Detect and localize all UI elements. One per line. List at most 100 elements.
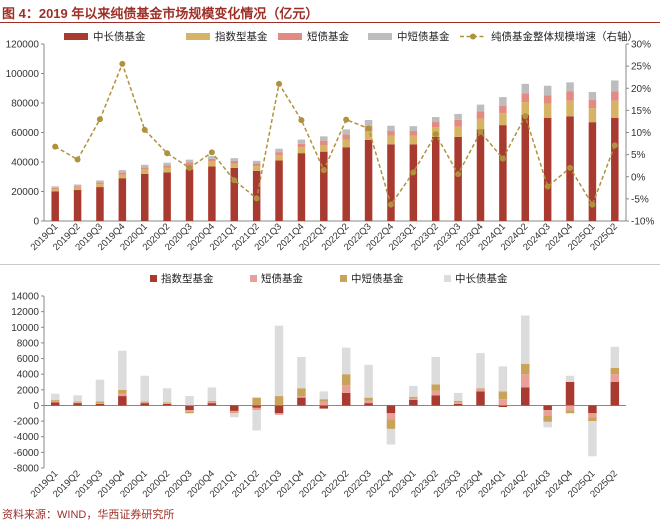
growth-point (343, 116, 350, 123)
bar-segment (386, 419, 396, 429)
bar-segment (386, 405, 396, 414)
bar-segment (252, 160, 261, 164)
bar-segment (342, 134, 350, 140)
legend-swatch (368, 33, 392, 40)
bar-segment (185, 169, 194, 221)
legend-label: 中短债基金 (397, 30, 450, 43)
bar-segment (95, 403, 105, 406)
y-tick-label: -8000 (13, 464, 39, 475)
bar-segment (610, 374, 620, 382)
bar-segment (252, 410, 261, 431)
bar-segment (409, 399, 418, 406)
bar-segment (566, 91, 574, 101)
bar-segment (521, 114, 530, 221)
bar-segment (565, 405, 575, 411)
bar-segment (431, 136, 440, 221)
bar-segment (454, 113, 462, 120)
bar-segment (454, 126, 462, 137)
bar-segment (588, 91, 597, 101)
bar-segment (543, 103, 552, 118)
legend-label: 短债基金 (261, 272, 303, 285)
bar-segment (118, 393, 127, 397)
growth-point (164, 150, 171, 157)
bar-segment (51, 186, 59, 188)
bar-segment (207, 400, 217, 402)
growth-point (432, 131, 439, 138)
bar-segment (453, 392, 463, 401)
bar-segment (364, 403, 373, 406)
bar-segment (297, 143, 306, 148)
growth-point (499, 155, 506, 162)
bar-segment (409, 144, 418, 221)
bar-segment (207, 401, 217, 404)
bar-segment (319, 391, 329, 400)
bar-segment (543, 117, 552, 221)
bar-segment (386, 413, 396, 420)
bar-segment (342, 147, 350, 221)
bar-segment (521, 102, 530, 115)
bar-segment (208, 158, 216, 162)
growth-point (320, 167, 327, 174)
bar-segment (364, 131, 373, 140)
bar-segment (611, 80, 619, 92)
bar-segment (230, 167, 239, 221)
legend-swatch (340, 275, 347, 282)
legend-label: 指数型基金 (161, 272, 214, 285)
y2-tick-label: 30% (631, 40, 651, 51)
bar-segment (275, 148, 283, 153)
bar-segment (230, 410, 239, 413)
bar-segment (73, 401, 82, 403)
bar-segment (252, 407, 261, 411)
growth-point (387, 201, 394, 208)
bar-segment (230, 413, 239, 418)
bar-segment (409, 135, 418, 145)
bar-segment (543, 421, 552, 428)
bar-segment (162, 402, 172, 404)
bar-segment (140, 375, 149, 402)
bar-segment (387, 125, 395, 132)
legend-label: 指数型基金 (215, 30, 268, 43)
legend-swatch (278, 33, 302, 40)
bar-segment (521, 387, 530, 406)
y-tick-label: 10000 (11, 323, 39, 334)
bar-segment (118, 178, 127, 221)
bar-segment (162, 403, 172, 406)
bar-segment (342, 129, 350, 135)
bar-segment (51, 191, 59, 221)
legend-swatch (444, 275, 451, 282)
bar-segment (96, 184, 104, 188)
bar-segment (208, 156, 216, 159)
bar-segment (208, 166, 216, 221)
bar-segment (454, 119, 462, 127)
bar-segment (476, 118, 485, 130)
bar-segment (588, 100, 597, 109)
y2-tick-label: 20% (631, 84, 651, 95)
bar-segment (566, 100, 574, 117)
bar-segment (341, 385, 351, 393)
bar-segment (297, 147, 306, 154)
bar-segment (431, 122, 440, 128)
bar-segment (431, 384, 440, 391)
bar-segment (95, 403, 105, 404)
bar-segment (252, 397, 261, 406)
bar-segment (207, 387, 217, 401)
bar-segment (319, 399, 329, 402)
bar-segment (341, 392, 351, 406)
bar-segment (95, 379, 105, 402)
bar-segment (163, 162, 171, 166)
bar-segment (140, 169, 149, 174)
growth-point (365, 125, 372, 132)
y-tick-label: 60000 (11, 128, 39, 139)
growth-point (276, 80, 283, 87)
bar-segment (409, 385, 418, 397)
bar-segment (297, 139, 306, 144)
y-tick-label: -6000 (13, 448, 39, 459)
bar-segment (476, 389, 485, 392)
bar-segment (230, 158, 239, 161)
bar-segment (185, 405, 194, 411)
bar-segment (50, 399, 60, 401)
bar-segment (274, 405, 284, 414)
bar-segment (453, 403, 463, 406)
bar-segment (140, 173, 149, 221)
bar-segment (387, 131, 395, 136)
